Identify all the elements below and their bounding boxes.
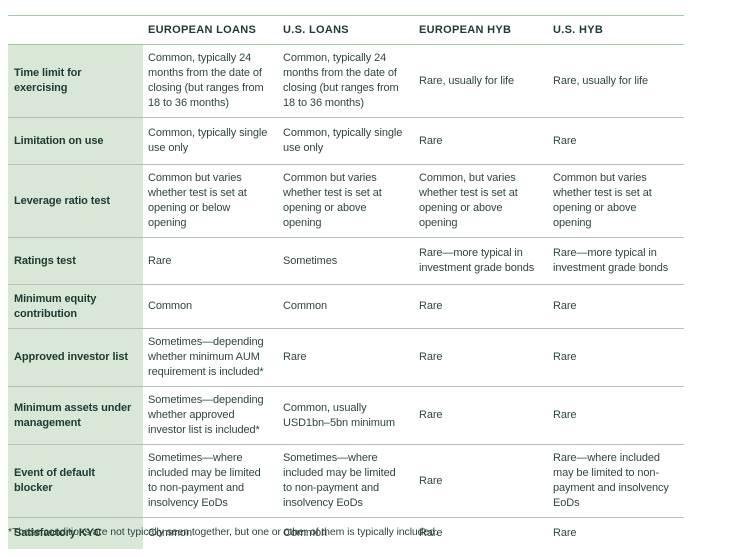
table-row: Limitation on use Common, typically sing… bbox=[8, 118, 684, 165]
cell-european-loans: Common bbox=[148, 527, 193, 539]
cell-european-hyb: Rare bbox=[419, 527, 443, 539]
row-label: Event of default blocker bbox=[8, 445, 143, 517]
row-label: Minimum assets under management bbox=[8, 387, 143, 444]
cell-european-loans: Common, typically single use only bbox=[148, 127, 268, 154]
cell-european-hyb: Rare, usually for life bbox=[419, 74, 515, 87]
cell-european-loans: Rare bbox=[148, 254, 172, 267]
table-row: Approved investor list Sometimes—dependi… bbox=[8, 329, 684, 387]
cell-us-loans: Rare bbox=[283, 351, 307, 363]
column-header-european-hyb: EUROPEAN HYB bbox=[419, 24, 512, 36]
cell-european-hyb: Rare bbox=[419, 300, 443, 312]
cell-european-loans: Common but varies whether test is set at… bbox=[148, 172, 247, 229]
cell-us-hyb: Rare bbox=[553, 300, 577, 312]
cell-european-hyb: Rare bbox=[419, 474, 443, 487]
loan-terms-comparison-table: EUROPEAN LOANS U.S. LOANS EUROPEAN HYB U… bbox=[8, 15, 684, 549]
row-label: Minimum equity contribution bbox=[8, 285, 143, 328]
cell-us-hyb: Common but varies whether test is set at… bbox=[553, 172, 652, 229]
cell-european-hyb: Rare bbox=[419, 351, 443, 363]
column-header-european-loans: EUROPEAN LOANS bbox=[148, 24, 257, 36]
cell-us-hyb: Rare, usually for life bbox=[553, 74, 649, 87]
cell-us-hyb: Rare bbox=[553, 527, 577, 539]
cell-us-loans: Common, usually USD1bn–5bn minimum bbox=[283, 401, 395, 429]
header-row-label-column bbox=[8, 26, 143, 34]
table-row: Minimum assets under management Sometime… bbox=[8, 387, 684, 445]
cell-european-loans: Sometimes—depending whether minimum AUM … bbox=[148, 336, 264, 378]
cell-european-hyb: Rare bbox=[419, 134, 443, 147]
cell-us-hyb: Rare—where included may be limited to no… bbox=[553, 452, 669, 509]
row-label: Limitation on use bbox=[8, 118, 143, 164]
cell-us-hyb: Rare bbox=[553, 134, 577, 147]
cell-european-loans: Sometimes—depending whether approved inv… bbox=[148, 394, 264, 436]
cell-us-hyb: Rare bbox=[553, 351, 577, 363]
row-label: Satisfactory KYC bbox=[8, 518, 143, 549]
table-header-row: EUROPEAN LOANS U.S. LOANS EUROPEAN HYB U… bbox=[8, 16, 684, 45]
row-label: Time limit for exercising bbox=[8, 45, 143, 117]
cell-european-loans: Sometimes—where included may be limited … bbox=[148, 452, 261, 509]
table-row: Minimum equity contribution Common Commo… bbox=[8, 285, 684, 329]
row-label: Leverage ratio test bbox=[8, 165, 143, 237]
table-row: Leverage ratio test Common but varies wh… bbox=[8, 165, 684, 238]
cell-us-loans: Sometimes bbox=[283, 254, 338, 267]
cell-european-loans: Common bbox=[148, 300, 193, 312]
table-row: Event of default blocker Sometimes—where… bbox=[8, 445, 684, 518]
cell-us-loans: Common but varies whether test is set at… bbox=[283, 172, 382, 229]
cell-european-hyb: Rare bbox=[419, 409, 443, 421]
column-header-us-loans: U.S. LOANS bbox=[283, 24, 349, 36]
table-row: Ratings test Rare Sometimes Rare—more ty… bbox=[8, 238, 684, 285]
table-row: Time limit for exercising Common, typica… bbox=[8, 45, 684, 118]
row-label: Approved investor list bbox=[8, 329, 143, 386]
cell-european-hyb: Rare—more typical in investment grade bo… bbox=[419, 247, 535, 274]
cell-us-loans: Common bbox=[283, 527, 328, 539]
cell-us-hyb: Rare bbox=[553, 409, 577, 421]
cell-european-hyb: Common, but varies whether test is set a… bbox=[419, 172, 518, 229]
cell-us-loans: Common bbox=[283, 300, 328, 312]
row-label: Ratings test bbox=[8, 238, 143, 284]
table-footnote: *These conditions are not typically seen… bbox=[8, 526, 438, 538]
cell-us-loans: Common, typically single use only bbox=[283, 127, 403, 154]
cell-us-hyb: Rare—more typical in investment grade bo… bbox=[553, 247, 669, 274]
cell-us-loans: Common, typically 24 months from the dat… bbox=[283, 52, 399, 109]
cell-european-loans: Common, typically 24 months from the dat… bbox=[148, 52, 264, 109]
column-header-us-hyb: U.S. HYB bbox=[553, 24, 604, 36]
table-row: Satisfactory KYC Common Common Rare Rare bbox=[8, 518, 684, 549]
cell-us-loans: Sometimes—where included may be limited … bbox=[283, 452, 396, 509]
